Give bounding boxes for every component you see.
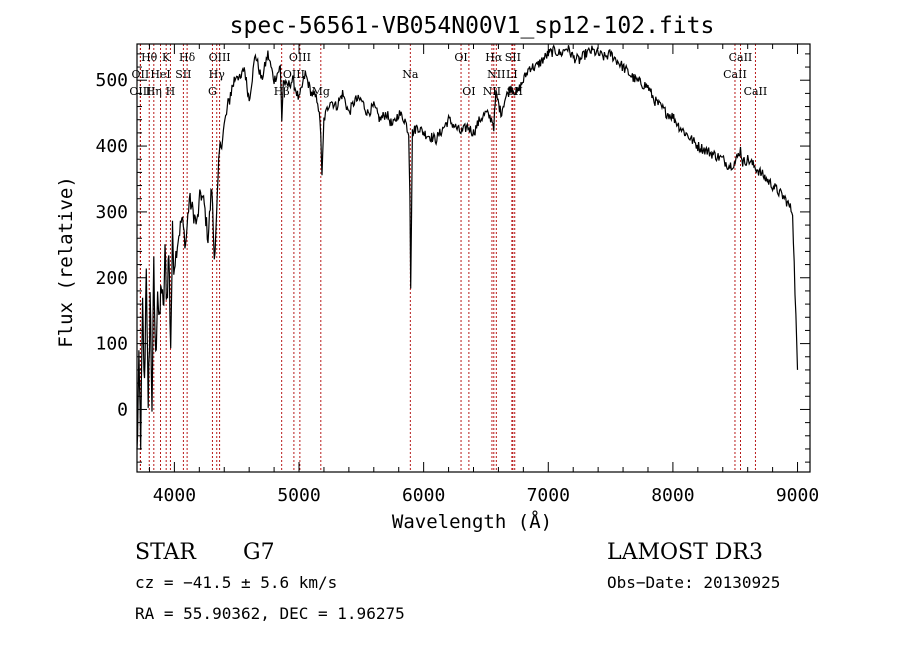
plot-frame [136,43,811,473]
spectral-line-label: Hθ [141,51,158,64]
x-tick-label: 6000 [402,485,445,506]
x-tick-label: 8000 [651,485,694,506]
spectral-line-label: Hβ [274,85,290,98]
spectral-line-label: OI [454,51,467,64]
spectral-line-label: Na [402,68,419,81]
x-tick-label: 5000 [277,485,320,506]
chart-title: spec-56561-VB054N00V1_sp12-102.fits [230,13,715,39]
y-tick-label: 200 [95,268,128,289]
y-axis-label: Flux (relative) [55,176,77,348]
spectral-line-label: Hη [146,85,162,98]
spectral-line-label: Hδ [179,51,196,64]
y-tick-label: 300 [95,202,128,223]
x-tick-label: 7000 [527,485,570,506]
x-tick-label: 9000 [776,485,819,506]
spectral-line-label: OIII [209,51,231,64]
spectral-line-label: Hγ [209,68,226,81]
spectral-line-label: NII [487,68,505,81]
spectral-line-label: SII [175,68,191,81]
spectral-line-label: OIII [289,51,311,64]
spectral-line-label: NII [483,85,501,98]
redshift-info: cz = −41.5 ± 5.6 km/s [135,573,337,592]
spectral-line-label: G [208,85,217,98]
spectrum-line [136,44,799,450]
y-tick-label: 0 [117,399,128,420]
spectral-line-label: H [166,85,176,98]
spectral-line-label: Hα [485,51,503,64]
spectral-line-label: LI [506,68,518,81]
spectral-line-label: OI [462,85,475,98]
coordinates: RA = 55.90362, DEC = 1.96275 [135,604,405,623]
spectral-line-label: CaII [723,68,747,81]
x-tick-label: 4000 [153,485,196,506]
spectral-line-label: OIII [129,85,151,98]
survey-name: LAMOST DR3 [607,540,763,565]
y-tick-label: 100 [95,334,128,355]
spectral-line-label: OIII [283,68,305,81]
axis-ticks: 4000 5000 6000 7000 8000 9000 0 100 200 300 400 500 [95,44,819,506]
spectral-line-label: OII [132,68,150,81]
spectral-line-label: SII [505,51,521,64]
spectral-line-label: CaII [729,51,753,64]
y-tick-label: 400 [95,136,128,157]
spectral-line-label: CaII [744,85,768,98]
spectral-line-label: K [162,51,171,64]
object-subclass: G7 [243,540,275,565]
spectral-line-markers [139,44,756,472]
object-class: STAR [135,540,197,565]
info-panel: STAR G7 LAMOST DR3 cz = −41.5 ± 5.6 km/s… [135,540,780,623]
spectral-line-label: HeI [150,68,170,81]
observation-date: Obs−Date: 20130925 [607,573,780,592]
y-tick-label: 500 [95,70,128,91]
x-axis-label: Wavelength (Å) [392,510,552,533]
